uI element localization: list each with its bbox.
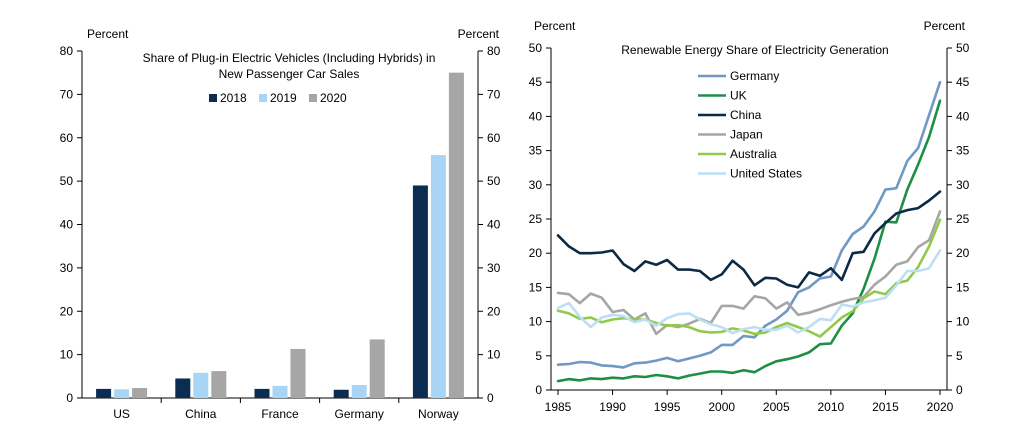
right-chart-left-tick-label: 30 xyxy=(529,178,543,192)
series-line-china xyxy=(556,190,942,289)
legend-label-united-states: United States xyxy=(730,167,802,181)
left-chart-right-tick-label: 20 xyxy=(487,304,501,318)
right-chart-right-tick-label: 35 xyxy=(956,144,970,158)
series-line-japan xyxy=(556,210,942,336)
right-chart-left-tick-label: 50 xyxy=(529,41,543,55)
left-chart-left-tick-label: 0 xyxy=(66,391,73,405)
bar-norway-2018 xyxy=(412,185,428,398)
right-chart-right-tick-label: 0 xyxy=(956,383,963,397)
legend-label-uk: UK xyxy=(730,89,747,103)
left-chart-category-label: France xyxy=(261,407,299,421)
series-line-australia xyxy=(556,218,942,338)
left-chart-left-tick-label: 30 xyxy=(60,261,74,275)
ev-share-bar-chart: Percent Percent Share of Plug-in Electri… xyxy=(60,27,501,421)
left-chart-right-tick-label: 80 xyxy=(487,44,501,58)
left-chart-left-tick-label: 80 xyxy=(60,44,74,58)
legend-label-australia: Australia xyxy=(730,147,777,161)
right-chart-left-tick-label: 10 xyxy=(529,315,543,329)
right-chart-right-axis-label: Percent xyxy=(924,19,966,33)
left-chart-left-tick-label: 70 xyxy=(60,87,74,101)
right-chart-left-tick-label: 40 xyxy=(529,109,543,123)
right-chart-right-tick-label: 30 xyxy=(956,178,970,192)
left-chart-right-axis-label: Percent xyxy=(458,27,500,41)
bar-france-2018 xyxy=(254,388,270,398)
right-chart-right-tick-label: 15 xyxy=(956,280,970,294)
legend-swatch-2018 xyxy=(209,94,217,102)
bar-norway-2020 xyxy=(448,72,464,398)
right-chart-left-axis-label: Percent xyxy=(534,19,576,33)
left-chart-right-tick-label: 70 xyxy=(487,87,501,101)
legend-swatch-2019 xyxy=(259,94,267,102)
right-chart-right-tick-label: 50 xyxy=(956,41,970,55)
legend-label-2019: 2019 xyxy=(270,91,297,105)
legend-label-germany: Germany xyxy=(730,69,779,83)
right-chart-right-tick-label: 25 xyxy=(956,212,970,226)
bar-germany-2020 xyxy=(369,339,385,398)
bar-us-2020 xyxy=(132,388,148,398)
right-chart-left-tick-label: 5 xyxy=(535,349,542,363)
left-chart-left-axis-label: Percent xyxy=(87,27,129,41)
bar-france-2020 xyxy=(290,348,306,398)
right-chart-right-tick-label: 40 xyxy=(956,109,970,123)
right-chart-x-tick-label: 1990 xyxy=(599,400,626,414)
series-line-germany xyxy=(556,80,942,369)
right-chart-left-tick-label: 0 xyxy=(535,383,542,397)
bar-germany-2019 xyxy=(351,384,367,398)
left-chart-left-tick-label: 50 xyxy=(60,174,74,188)
right-chart-left-tick-label: 25 xyxy=(529,212,543,226)
right-chart-right-tick-label: 10 xyxy=(956,315,970,329)
bar-us-2018 xyxy=(96,388,112,398)
left-chart-right-tick-label: 30 xyxy=(487,261,501,275)
left-chart-left-tick-label: 10 xyxy=(60,348,74,362)
series-line-united-states xyxy=(556,249,942,335)
renewable-share-line-chart: Percent Percent Renewable Energy Share o… xyxy=(529,19,970,414)
right-chart-left-tick-label: 35 xyxy=(529,144,543,158)
left-chart-right-tick-label: 0 xyxy=(487,391,494,405)
left-chart-right-tick-label: 60 xyxy=(487,131,501,145)
right-chart-x-tick-label: 2005 xyxy=(763,400,790,414)
right-chart-right-tick-label: 5 xyxy=(956,349,963,363)
legend-swatch-2020 xyxy=(309,94,317,102)
legend-label-japan: Japan xyxy=(730,128,763,142)
bar-norway-2019 xyxy=(430,155,446,398)
series-line-uk xyxy=(556,99,942,383)
left-chart-title-line-1: Share of Plug-in Electric Vehicles (Incl… xyxy=(143,51,436,65)
left-chart-right-tick-label: 40 xyxy=(487,218,501,232)
right-chart-right-tick-label: 20 xyxy=(956,246,970,260)
left-chart-category-label: China xyxy=(185,407,217,421)
left-chart-left-tick-label: 20 xyxy=(60,304,74,318)
right-chart-title: Renewable Energy Share of Electricity Ge… xyxy=(621,43,888,57)
bar-germany-2018 xyxy=(333,389,349,398)
left-chart-category-label: Norway xyxy=(418,407,459,421)
legend-label-china: China xyxy=(730,108,762,122)
right-chart-x-tick-label: 2010 xyxy=(818,400,845,414)
left-chart-right-tick-label: 10 xyxy=(487,348,501,362)
right-chart-left-tick-label: 15 xyxy=(529,280,543,294)
right-chart-right-tick-label: 45 xyxy=(956,75,970,89)
bar-china-2018 xyxy=(175,378,191,398)
right-chart-left-tick-label: 45 xyxy=(529,75,543,89)
right-chart-x-tick-label: 1985 xyxy=(545,400,572,414)
left-chart-category-label: US xyxy=(113,407,130,421)
left-chart-title-line-2: New Passenger Car Sales xyxy=(219,67,360,81)
right-chart-x-tick-label: 2015 xyxy=(872,400,899,414)
left-chart-category-label: Germany xyxy=(335,407,384,421)
right-chart-x-tick-label: 2020 xyxy=(927,400,954,414)
bar-us-2019 xyxy=(114,389,130,398)
left-chart-left-tick-label: 60 xyxy=(60,131,74,145)
left-chart-left-tick-label: 40 xyxy=(60,218,74,232)
right-chart-x-tick-label: 1995 xyxy=(654,400,681,414)
bar-china-2019 xyxy=(193,372,209,398)
right-chart-left-tick-label: 20 xyxy=(529,246,543,260)
bar-china-2020 xyxy=(211,371,227,398)
left-chart-right-tick-label: 50 xyxy=(487,174,501,188)
bar-france-2019 xyxy=(272,385,288,398)
legend-label-2018: 2018 xyxy=(220,91,247,105)
right-chart-x-tick-label: 2000 xyxy=(708,400,735,414)
legend-label-2020: 2020 xyxy=(320,91,347,105)
